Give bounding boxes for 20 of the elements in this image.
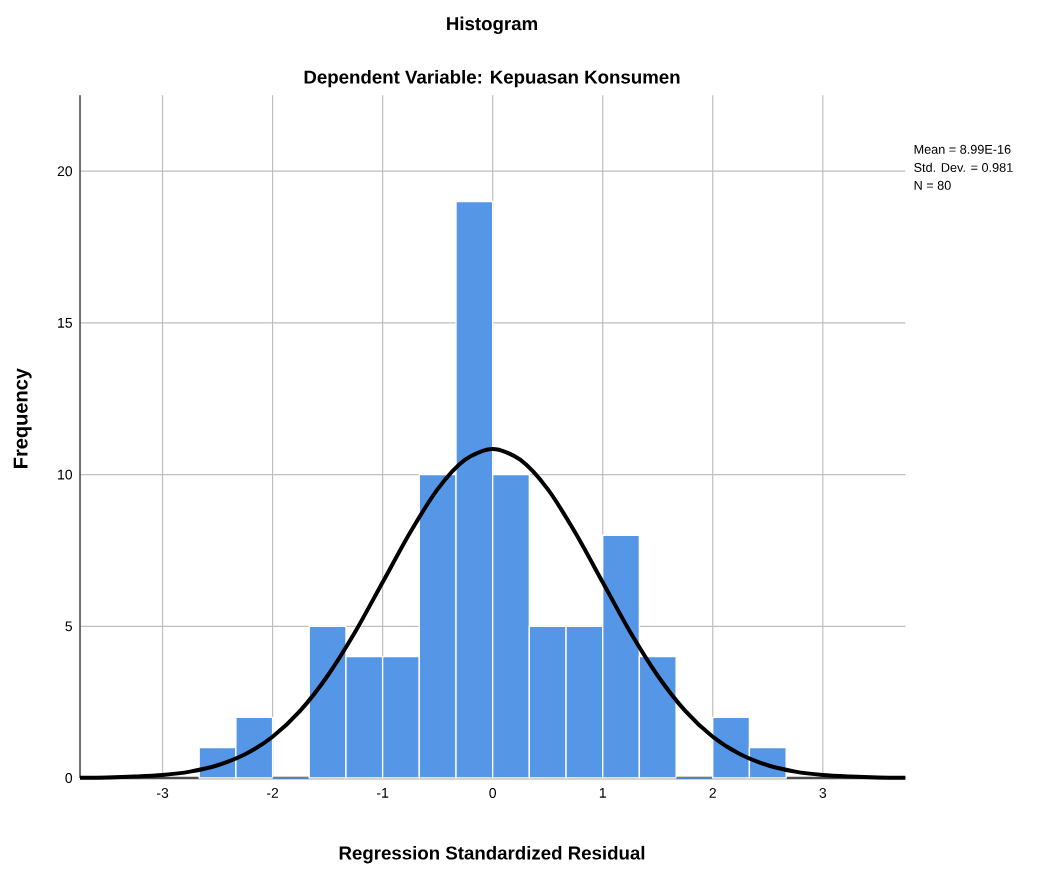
x-tick-label: 3 (819, 788, 827, 798)
x-axis-title: Regression Standardized Residual (339, 845, 645, 864)
y-tick-label: 10 (58, 469, 73, 480)
x-tick-label: -1 (377, 788, 389, 798)
y-tick-label: 20 (57, 166, 73, 177)
x-tick-label: -3 (156, 788, 169, 798)
x-tick-label: 2 (709, 788, 716, 798)
chart-title: Histogram (447, 16, 538, 35)
x-tick-label: -2 (266, 788, 279, 798)
text: N = 80 (914, 180, 951, 190)
text: Std. Dev. = 0.981 (914, 162, 1013, 172)
text: Mean = 8.99E-16 (914, 144, 1011, 154)
y-tick-label: 5 (65, 621, 73, 632)
y-axis-title: Frequency (13, 368, 32, 468)
chart-subtitle: Dependent Variable: Kepuasan Konsumen (304, 69, 680, 88)
y-tick-label: 15 (58, 318, 73, 328)
x-tick-label: 0 (489, 788, 497, 798)
y-tick-label: 0 (65, 773, 73, 783)
line-series (78, 447, 908, 780)
x-tick-label: 1 (599, 788, 606, 798)
